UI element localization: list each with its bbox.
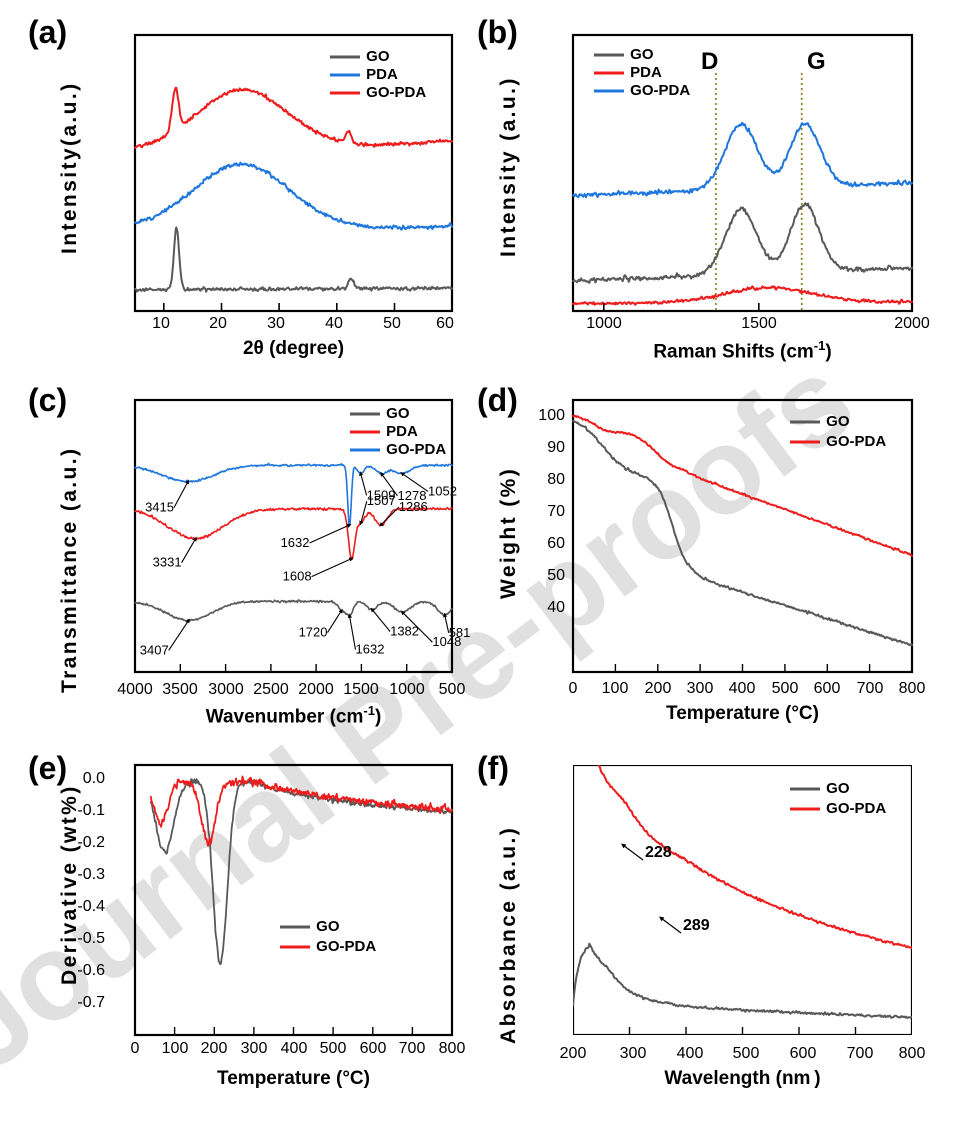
svg-text:581: 581 [449, 625, 471, 640]
svg-text:1052: 1052 [428, 483, 457, 498]
svg-text:D: D [701, 48, 718, 75]
svg-text:3407: 3407 [140, 642, 169, 657]
svg-text:1382: 1382 [390, 624, 419, 639]
svg-text:1632: 1632 [356, 642, 385, 657]
svg-text:1509: 1509 [367, 487, 396, 502]
svg-text:1278: 1278 [398, 488, 427, 503]
svg-text:289: 289 [683, 917, 710, 934]
svg-text:1632: 1632 [281, 535, 310, 550]
svg-text:G: G [807, 48, 826, 75]
svg-text:1608: 1608 [283, 569, 312, 584]
svg-text:3415: 3415 [145, 500, 174, 515]
svg-text:3331: 3331 [153, 555, 182, 570]
svg-text:1720: 1720 [299, 625, 328, 640]
svg-text:228: 228 [645, 844, 672, 861]
